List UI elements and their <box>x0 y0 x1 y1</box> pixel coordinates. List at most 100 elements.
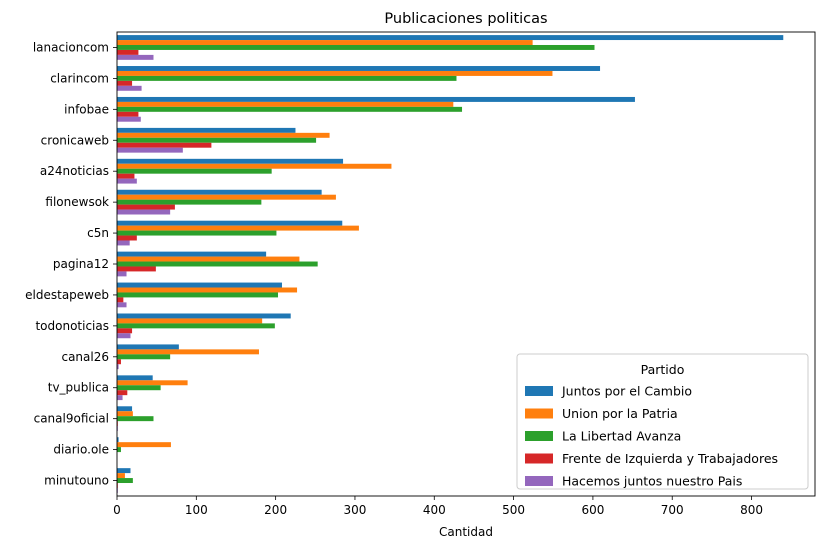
bar-eldestapeweb-series-2 <box>117 292 279 298</box>
y-tick-label: tv_publica <box>48 381 109 395</box>
bar-infobae-series-0 <box>117 96 635 102</box>
x-tick-label: 0 <box>113 503 121 517</box>
bar-canal26-series-1 <box>117 349 259 355</box>
bar-canal26-series-4 <box>117 364 119 370</box>
bar-clarincom-series-0 <box>117 66 601 71</box>
legend-label: Union por la Patria <box>562 406 678 421</box>
bar-c5n-series-4 <box>117 240 130 246</box>
bar-a24noticias-series-2 <box>117 168 272 174</box>
legend-label: Hacemos juntos nuestro Pais <box>562 474 742 489</box>
bar-cronicaweb-series-1 <box>117 132 330 138</box>
bars-group <box>117 35 784 493</box>
legend-title: Partido <box>641 362 685 377</box>
y-tick-label: a24noticias <box>40 164 109 178</box>
x-tick-label: 300 <box>344 503 367 517</box>
bar-tv-publica-series-4 <box>117 395 123 401</box>
legend-swatch <box>525 431 553 441</box>
bar-a24noticias-series-4 <box>117 178 137 184</box>
y-tick-label: lanacioncom <box>33 40 109 54</box>
bar-eldestapeweb-series-1 <box>117 287 298 293</box>
legend-swatch <box>525 453 553 464</box>
chart-title: Publicaciones politicas <box>384 11 547 27</box>
bar-canal9oficial-series-0 <box>117 406 133 412</box>
legend: Partido Juntos por el Cambio Union por la… <box>516 353 809 490</box>
bar-clarincom-series-3 <box>117 80 133 86</box>
bar-minutouno-series-0 <box>117 468 131 474</box>
bar-lanacioncom-series-4 <box>117 54 154 60</box>
bar-diario-ole-series-1 <box>117 442 171 448</box>
bar-cronicaweb-series-2 <box>117 137 317 143</box>
y-tick-label: todonoticias <box>35 319 109 333</box>
bar-diario-ole-series-0 <box>117 437 119 443</box>
bar-canal9oficial-series-1 <box>117 411 133 417</box>
y-tick-label: infobae <box>64 102 109 116</box>
bar-canal26-series-0 <box>117 344 179 350</box>
bar-pagina12-series-1 <box>117 256 300 262</box>
bar-clarincom-series-2 <box>117 75 457 81</box>
bar-todonoticias-series-3 <box>117 328 133 334</box>
bar-pagina12-series-0 <box>117 251 267 257</box>
bar-clarincom-series-1 <box>117 70 553 76</box>
x-axis-ticks: 0 100 200 300 400 500 600 700 800 <box>113 496 763 517</box>
y-tick-label: clarincom <box>50 71 109 85</box>
bar-infobae-series-4 <box>117 116 141 122</box>
bar-tv-publica-series-2 <box>117 385 161 391</box>
y-tick-label: minutouno <box>44 474 109 488</box>
x-tick-label: 500 <box>502 503 525 517</box>
bar-todonoticias-series-2 <box>117 323 275 329</box>
bar-infobae-series-2 <box>117 106 463 112</box>
bar-filonewsok-series-2 <box>117 199 262 205</box>
bar-lanacioncom-series-3 <box>117 49 139 55</box>
x-tick-label: 400 <box>423 503 446 517</box>
bar-infobae-series-1 <box>117 101 454 107</box>
bar-cronicaweb-series-4 <box>117 147 183 153</box>
bar-pagina12-series-2 <box>117 261 318 267</box>
bar-eldestapeweb-series-4 <box>117 302 127 308</box>
bar-pagina12-series-3 <box>117 266 156 272</box>
y-tick-label: canal26 <box>61 350 109 364</box>
bar-lanacioncom-series-1 <box>117 40 533 45</box>
bar-clarincom-series-4 <box>117 85 142 91</box>
bar-filonewsok-series-4 <box>117 209 171 215</box>
x-tick-label: 600 <box>581 503 604 517</box>
bar-c5n-series-1 <box>117 225 359 231</box>
y-tick-label: pagina12 <box>53 257 109 271</box>
bar-eldestapeweb-series-3 <box>117 297 124 303</box>
bar-canal26-series-2 <box>117 354 171 360</box>
bar-a24noticias-series-3 <box>117 173 135 179</box>
bar-eldestapeweb-series-0 <box>117 282 282 288</box>
bar-c5n-series-0 <box>117 220 343 226</box>
bar-canal26-series-3 <box>117 359 121 365</box>
bar-tv-publica-series-1 <box>117 380 188 386</box>
legend-label: Frente de Izquierda y Trabajadores <box>562 451 778 466</box>
bar-minutouno-series-2 <box>117 478 133 484</box>
x-tick-label: 100 <box>185 503 208 517</box>
y-tick-label: diario.ole <box>53 443 109 457</box>
bar-cronicaweb-series-3 <box>117 142 212 148</box>
legend-swatch <box>525 386 553 396</box>
legend-box <box>516 353 809 490</box>
legend-swatch <box>525 408 553 419</box>
legend-label: Juntos por el Cambio <box>561 384 692 399</box>
plot-frame <box>116 31 816 497</box>
legend-label: La Libertad Avanza <box>562 429 681 444</box>
bar-pagina12-series-4 <box>117 271 127 277</box>
bar-infobae-series-3 <box>117 111 139 117</box>
y-tick-label: cronicaweb <box>41 133 109 147</box>
y-tick-label: canal9oficial <box>34 412 109 426</box>
bar-lanacioncom-series-0 <box>117 35 784 41</box>
bar-filonewsok-series-1 <box>117 194 336 200</box>
bar-todonoticias-series-0 <box>117 313 291 319</box>
legend-items: Juntos por el Cambio Union por la Patria L… <box>525 384 778 489</box>
y-axis-ticks: lanacioncom clarincom infobae cronicaweb a24… <box>25 40 117 488</box>
bar-canal9oficial-series-2 <box>117 416 154 422</box>
bar-diario-ole-series-2 <box>117 447 121 453</box>
bar-cronicaweb-series-0 <box>117 127 296 133</box>
y-tick-label: eldestapeweb <box>25 288 109 302</box>
bar-todonoticias-series-4 <box>117 333 131 339</box>
bar-tv-publica-series-0 <box>117 375 153 381</box>
y-tick-label: filonewsok <box>45 195 109 209</box>
x-tick-label: 800 <box>740 503 763 517</box>
bar-minutouno-series-1 <box>117 473 125 479</box>
